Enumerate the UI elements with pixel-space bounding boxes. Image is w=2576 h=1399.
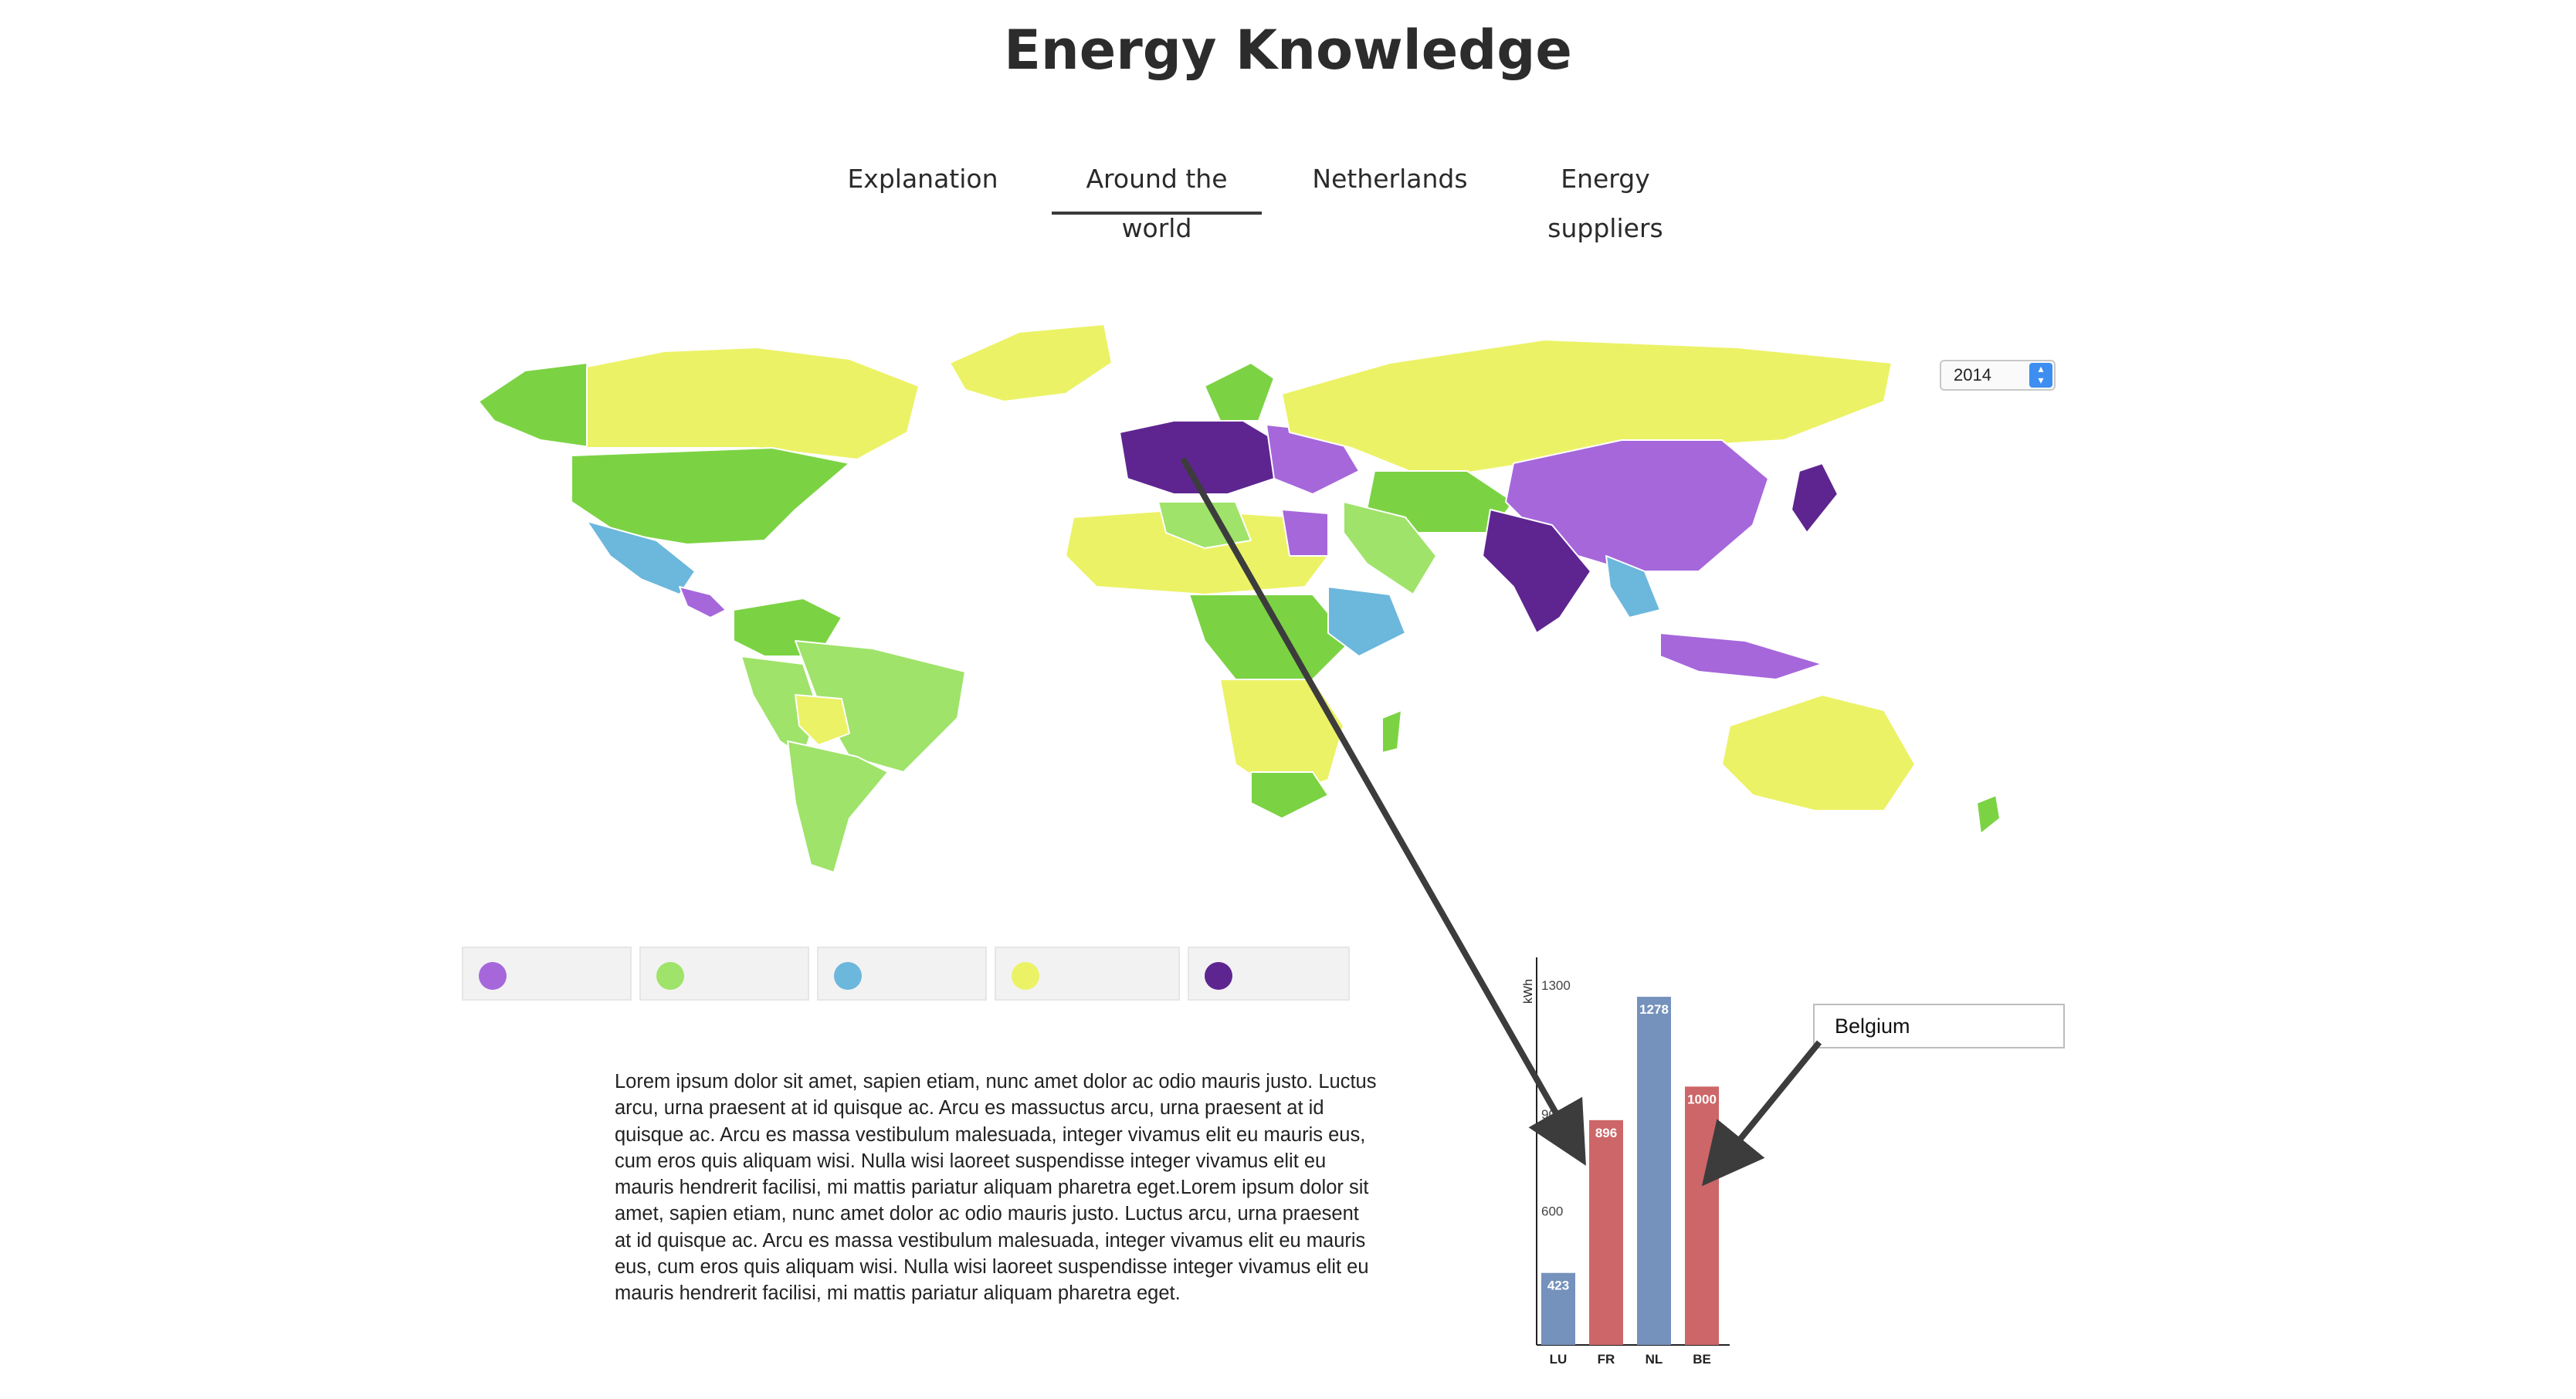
x-tick-label: NL [1646,1352,1663,1367]
legend-color-dot [1012,962,1039,990]
y-tick-label: 1300 [1541,978,1571,993]
map-region-europe-west [1119,420,1283,495]
x-tick-label: FR [1598,1352,1615,1367]
bar-nl [1637,997,1671,1345]
bar-value-label: 896 [1595,1126,1617,1140]
legend-item-2[interactable] [639,947,809,1001]
country-tooltip: Belgium [1813,1004,2065,1048]
map-region-argentina [787,740,889,873]
map-region-central-africa [1188,594,1352,680]
map-region-egypt [1281,509,1329,557]
legend-item-5[interactable] [1188,947,1350,1001]
map-region-canada [586,347,920,460]
main-nav: Explanation Around the world Netherlands… [0,154,2576,243]
bar-lu [1541,1272,1575,1345]
tab-netherlands[interactable]: Netherlands [1312,164,1468,194]
map-region-japan [1791,462,1839,534]
legend-item-4[interactable] [995,947,1180,1001]
map-region-bolivia [795,694,850,746]
map-region-indonesia [1659,632,1823,680]
map-region-russia [1281,339,1893,479]
year-select-value: 2014 [1954,365,1991,384]
y-axis-label: kWh [1522,979,1535,1004]
legend-color-dot [1205,962,1232,990]
bar-value-label: 423 [1547,1279,1569,1293]
map-region-south-africa [1250,771,1329,819]
tab-around-the-world[interactable]: Around the world [1052,154,1262,243]
description-text: Lorem ipsum dolor sit amet, sapien etiam… [615,1071,1377,1305]
legend-color-dot [834,962,862,990]
map-region-madagascar [1381,710,1402,754]
legend-color-dot [479,962,507,990]
legend-item-1[interactable] [462,947,632,1001]
map-region-alaska [478,362,595,449]
tab-energy-suppliers[interactable]: Energy suppliers [1547,164,1663,243]
x-tick-label: LU [1550,1352,1568,1367]
bar-be [1685,1086,1719,1345]
legend-color-dot [656,962,684,990]
y-tick-label: 600 [1541,1204,1563,1219]
map-region-se-asia [1605,555,1661,618]
bar-chart: kWh 600 900 1300 423 LU 896 FR 1278 NL 1000 BE [1522,957,1730,1367]
map-region-greenland [949,323,1113,402]
y-tick-label: 900 [1541,1107,1563,1122]
bar-value-label: 1000 [1687,1092,1717,1106]
tab-explanation[interactable]: Explanation [847,164,998,194]
select-stepper-icon[interactable]: ▴ ▾ [2029,363,2052,388]
map-region-usa [571,447,850,545]
map-region-scandinavia [1204,362,1275,422]
map-region-australia [1721,694,1916,811]
bar-value-label: 1278 [1639,1002,1669,1017]
map-region-mexico [586,520,696,595]
page-title: Energy Knowledge [1004,19,1572,82]
map-region-central-america [679,586,727,618]
map-region-new-zealand [1976,794,2001,835]
x-tick-label: BE [1693,1352,1711,1367]
year-select[interactable]: 2014 ▴ ▾ [1940,360,2056,391]
bar-fr [1589,1120,1623,1345]
legend-item-3[interactable] [817,947,987,1001]
